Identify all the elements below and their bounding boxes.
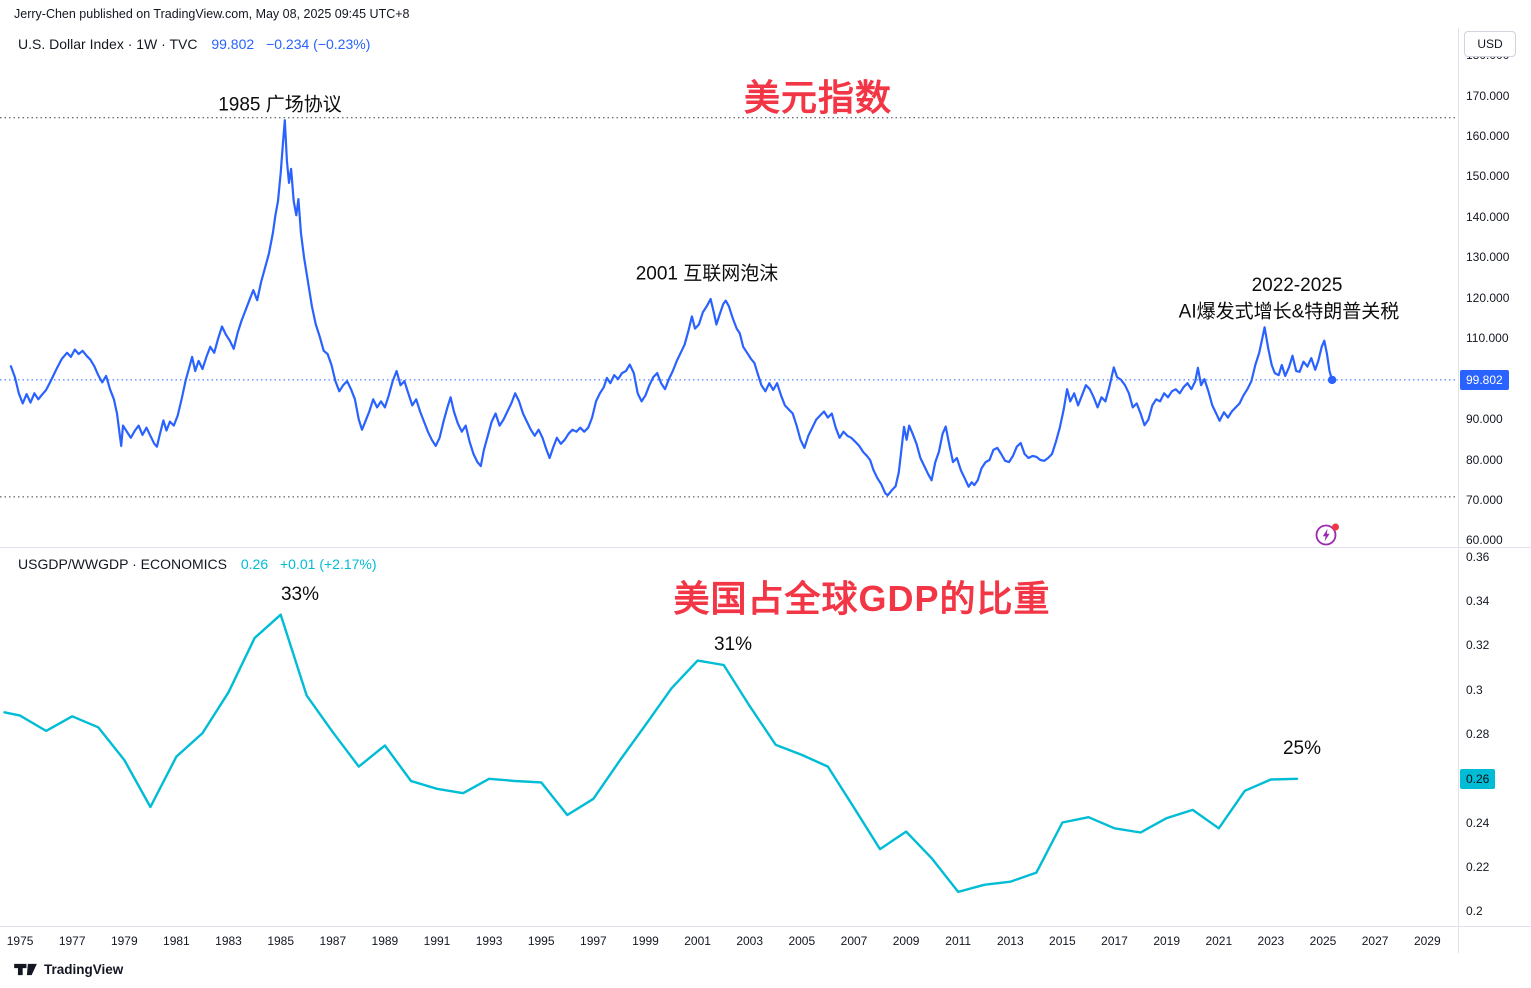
gdp-symbol-title[interactable]: USGDP/WWGDP · ECONOMICS (18, 556, 227, 572)
x-axis-tick-label: 1989 (371, 934, 399, 948)
x-axis-tick-label: 1979 (110, 934, 138, 948)
x-axis-tick-label: 1985 (267, 934, 295, 948)
y-axis-tick-label: 70.000 (1466, 493, 1503, 507)
y-axis-tick-label: 0.36 (1466, 549, 1490, 564)
chart-note-annotation: 31% (713, 634, 753, 655)
x-axis-tick-label: 2025 (1309, 934, 1337, 948)
gdp-series-line[interactable] (3, 613, 1299, 894)
y-axis-tick-label: 80.000 (1466, 452, 1503, 467)
gdp-change-value: +0.01 (+2.17%) (280, 556, 377, 572)
chart-note-annotation: 33% (280, 584, 320, 605)
x-axis-tick-label: 2013 (996, 934, 1024, 948)
flash-notifications-button[interactable] (1313, 520, 1341, 548)
notification-dot (1332, 523, 1339, 531)
gdp-value-badge: 0.26 (1460, 768, 1496, 789)
x-axis-tick-label: 1981 (163, 934, 190, 948)
gdp-last-value: 0.26 (240, 556, 269, 572)
x-axis-tick-label: 1995 (527, 934, 555, 948)
x-axis-tick-label: 2029 (1413, 934, 1441, 948)
y-axis-tick-label: 90.000 (1466, 412, 1503, 427)
y-axis-tick-label: 0.32 (1466, 638, 1490, 653)
x-axis-tick-label: 2005 (788, 934, 816, 948)
x-axis-tick-label: 2017 (1101, 934, 1128, 948)
x-axis-tick-label: 1991 (423, 934, 451, 948)
series-end-dot (1327, 375, 1337, 385)
x-axis-tick-label: 1977 (58, 934, 86, 948)
x-axis-tick-label: 2007 (840, 934, 868, 948)
dxy-change-value: −0.234 (−0.23%) (266, 36, 371, 52)
lightning-icon (1315, 523, 1339, 546)
y-axis-tick-label: 170.000 (1466, 88, 1510, 103)
chart-title-annotation: 美元指数 (743, 77, 893, 118)
x-axis-tick-label: 2023 (1257, 934, 1285, 948)
x-axis-tick-label: 2015 (1049, 934, 1076, 948)
x-axis-tick-label: 2027 (1361, 934, 1389, 948)
chart-note-annotation: 1985 广场协议 (218, 94, 342, 116)
dxy-pane-canvas[interactable] (0, 28, 1458, 547)
gdp-legend: USGDP/WWGDP · ECONOMICS 0.26 +0.01 (+2.1… (18, 556, 377, 572)
y-axis-tick-label: 110.000 (1466, 331, 1509, 346)
y-axis-tick-label: 0.3 (1466, 682, 1483, 697)
y-axis-tick-label: 130.000 (1466, 250, 1510, 265)
x-axis-tick-label: 2003 (736, 934, 764, 948)
dxy-symbol-title[interactable]: U.S. Dollar Index · 1W · TVC (18, 36, 198, 52)
y-axis-tick-label: 0.2 (1466, 904, 1483, 919)
pane-separator[interactable] (0, 547, 1531, 548)
footer-bar: TradingView (0, 953, 1531, 988)
y-axis-tick-label: 60.000 (1466, 533, 1503, 548)
y-axis-tick-label: 0.34 (1466, 593, 1490, 608)
x-axis-tick-label: 1993 (475, 934, 503, 948)
y-axis-tick-label: 0.22 (1466, 860, 1490, 874)
y-axis-tick-label: 120.000 (1466, 290, 1510, 305)
brand-name: TradingView (44, 962, 124, 977)
dxy-series-line[interactable] (9, 119, 1334, 497)
time-axis-scale[interactable]: 1975 1977 1979 1981 1983 1985 1987 1989 1991 1993… (0, 926, 1458, 953)
chart-title-annotation: 美国占全球GDP的比重 (673, 578, 1051, 619)
chart-note-annotation: 25% (1282, 738, 1322, 759)
tv-logo-icon (14, 963, 37, 976)
x-axis-tick-label: 2021 (1205, 934, 1233, 948)
x-axis-tick-label: 1983 (215, 934, 242, 948)
publish-attribution: Jerry-Chen published on TradingView.com,… (14, 7, 410, 21)
y-axis-tick-label: 0.28 (1466, 726, 1490, 741)
price-axis-border (1458, 28, 1459, 953)
gdp-pane-canvas[interactable] (0, 547, 1458, 925)
y-axis-tick-label: 150.000 (1466, 169, 1510, 184)
y-axis-tick-label: 160.000 (1466, 128, 1510, 143)
chart-note-annotation: 2001 互联网泡沫 (635, 263, 779, 285)
tradingview-logo[interactable]: TradingView (14, 961, 123, 978)
y-axis-tick-label: 0.24 (1466, 815, 1490, 830)
time-axis-separator (0, 926, 1531, 927)
currency-unit-button[interactable]: USD (1464, 31, 1516, 57)
chart-note-annotation: AI爆发式增长&特朗普关税 (1178, 301, 1400, 323)
x-axis-tick-label: 2009 (892, 934, 920, 948)
x-axis-tick-label: 1997 (580, 934, 607, 948)
chart-note-annotation: 2022-2025 (1251, 275, 1343, 296)
dxy-legend: U.S. Dollar Index · 1W · TVC 99.802 −0.2… (18, 36, 370, 52)
x-axis-tick-label: 1987 (319, 934, 347, 948)
x-axis-tick-label: 2001 (684, 934, 711, 948)
x-axis-tick-label: 1975 (6, 934, 34, 948)
x-axis-tick-label: 2011 (945, 934, 972, 948)
dxy-price-badge: 99.802 (1460, 369, 1509, 390)
x-axis-tick-label: 2019 (1153, 934, 1181, 948)
x-axis-tick-label: 1999 (632, 934, 659, 948)
y-axis-tick-label: 140.000 (1466, 209, 1510, 224)
dxy-last-value: 99.802 (211, 36, 255, 52)
